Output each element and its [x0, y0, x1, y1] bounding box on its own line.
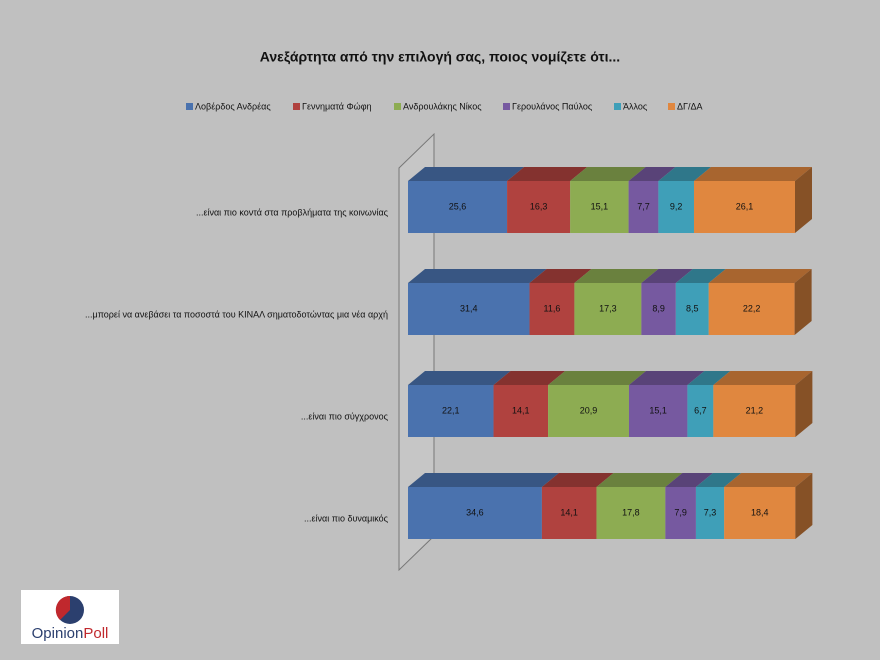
value-label: 18,4: [751, 507, 769, 517]
legend-label: ΔΓ/ΔΑ: [677, 101, 702, 111]
category-label: ...είναι πιο δυναμικός: [304, 513, 389, 523]
bar-side: [795, 167, 812, 233]
legend-swatch: [394, 103, 401, 110]
bar-top: [596, 473, 683, 487]
bar-segment: [665, 487, 696, 539]
bar-top: [408, 269, 547, 283]
bar-segment: [541, 487, 597, 539]
value-label: 17,8: [622, 507, 640, 517]
bar-top: [628, 371, 705, 385]
value-label: 17,3: [599, 303, 617, 313]
bar-segment: [548, 385, 629, 437]
legend-swatch: [293, 103, 300, 110]
bar-top: [628, 167, 676, 181]
legend-swatch: [614, 103, 621, 110]
bar-top: [548, 371, 646, 385]
bar-top: [507, 167, 588, 181]
bar-top: [570, 167, 646, 181]
legend-label: Γερουλάνος Παύλος: [512, 101, 593, 111]
bar-segment: [408, 385, 494, 437]
category-label: ...είναι πιο σύγχρονος: [301, 411, 389, 421]
bar-top: [713, 371, 813, 385]
value-label: 6,7: [694, 405, 707, 415]
bar-segment: [507, 181, 571, 233]
chart-title: Ανεξάρτητα από την επιλογή σας, ποιος νο…: [260, 49, 620, 65]
bar-top: [641, 269, 693, 283]
value-label: 7,3: [704, 507, 717, 517]
bar-segment: [658, 181, 694, 233]
value-label: 7,7: [637, 201, 650, 211]
bar-top: [693, 167, 812, 181]
legend-swatch: [503, 103, 510, 110]
category-label: ...είναι πιο κοντά στα προβλήματα της κο…: [196, 207, 389, 217]
bar-segment: [724, 487, 796, 539]
bar-top: [529, 269, 592, 283]
category-label: ...μπορεί να ανεβάσει τα ποσοστά του ΚΙΝ…: [85, 309, 388, 319]
bar-top: [658, 167, 711, 181]
bar-top: [708, 269, 812, 283]
bar-segment: [408, 487, 542, 539]
bar-segment: [529, 283, 575, 335]
bar-side: [794, 269, 812, 335]
value-label: 34,6: [466, 507, 484, 517]
bar-segment: [675, 283, 709, 335]
bar-top: [493, 371, 566, 385]
bar-segment: [641, 283, 676, 335]
legend-label: Ανδρουλάκης Νίκος: [403, 101, 482, 111]
value-label: 16,3: [530, 201, 548, 211]
bar-segment: [628, 181, 659, 233]
bar-segment: [574, 283, 642, 335]
bar-segment: [570, 181, 629, 233]
value-label: 11,6: [544, 303, 561, 313]
bar-segment: [408, 181, 508, 233]
bar-top: [408, 167, 525, 181]
legend-label: Λοβέρδος Ανδρέας: [195, 101, 271, 111]
legend-label: Άλλος: [623, 101, 648, 111]
bar-segment: [408, 283, 530, 335]
value-label: 31,4: [460, 303, 478, 313]
bar-top: [695, 473, 742, 487]
bar-segment: [713, 385, 796, 437]
value-label: 15,1: [649, 405, 667, 415]
value-label: 7,9: [674, 507, 687, 517]
bar-side: [795, 473, 813, 539]
bar-top: [408, 371, 511, 385]
bar-top: [665, 473, 713, 487]
value-label: 15,1: [591, 201, 609, 211]
bar-segment: [695, 487, 725, 539]
bar-segment: [693, 181, 795, 233]
legend-label: Γεννηματά Φώφη: [302, 101, 372, 111]
value-label: 9,2: [670, 201, 683, 211]
bar-segment: [708, 283, 795, 335]
value-label: 8,5: [686, 303, 699, 313]
value-label: 22,1: [442, 405, 460, 415]
legend-swatch: [186, 103, 193, 110]
bar-top: [541, 473, 614, 487]
bar-top: [408, 473, 559, 487]
logo: OpinionPoll: [21, 590, 119, 644]
bar-segment: [493, 385, 549, 437]
bar-side: [795, 371, 813, 437]
bar-top: [724, 473, 813, 487]
bar-top: [574, 269, 659, 283]
bar-segment: [596, 487, 666, 539]
logo-text: OpinionPoll: [32, 625, 109, 642]
bar-segment: [628, 385, 688, 437]
value-label: 14,1: [560, 507, 578, 517]
value-label: 21,2: [746, 405, 764, 415]
logo-word: Poll: [83, 625, 108, 642]
value-label: 26,1: [736, 201, 754, 211]
value-label: 14,1: [512, 405, 530, 415]
value-label: 8,9: [652, 303, 665, 313]
value-label: 20,9: [580, 405, 598, 415]
legend-swatch: [668, 103, 675, 110]
logo-slice: [55, 595, 70, 620]
value-label: 22,2: [743, 303, 761, 313]
value-label: 25,6: [449, 201, 467, 211]
bar-segment: [687, 385, 714, 437]
bar-top: [675, 269, 726, 283]
bar-top: [687, 371, 731, 385]
logo-word: Opinion: [32, 625, 84, 642]
